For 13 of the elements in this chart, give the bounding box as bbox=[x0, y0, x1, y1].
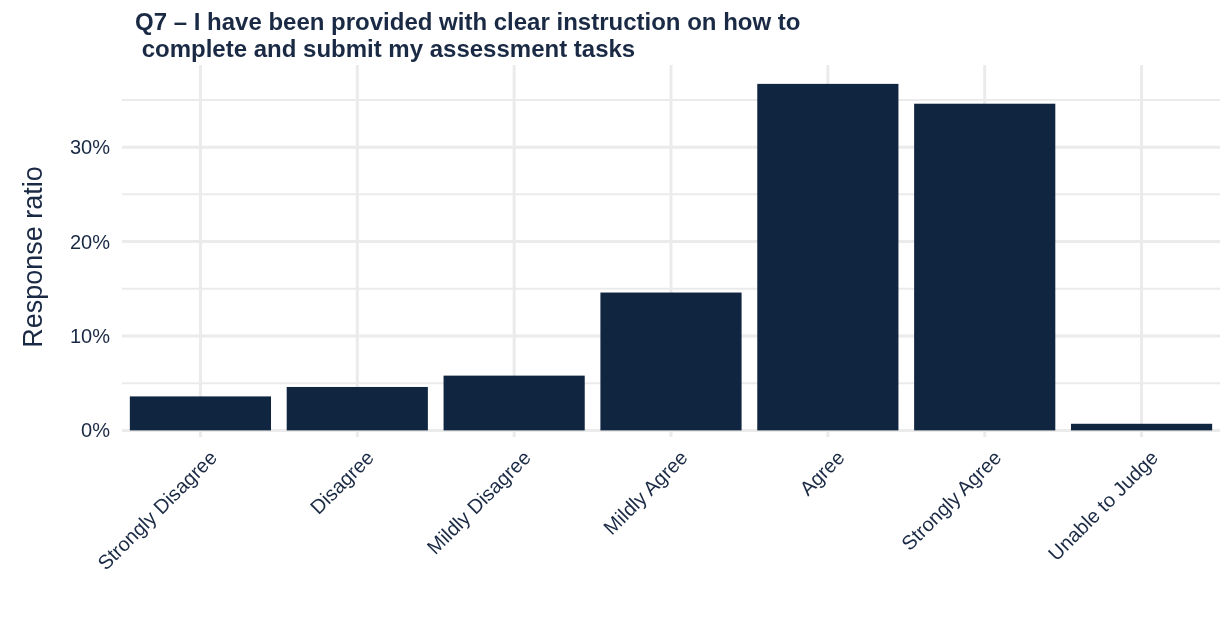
y-tick-label: 30% bbox=[69, 136, 111, 159]
y-axis-title: Response ratio bbox=[18, 166, 48, 348]
y-tick-label: 20% bbox=[69, 230, 111, 253]
bar bbox=[757, 83, 899, 431]
bar bbox=[914, 103, 1056, 431]
bar bbox=[443, 375, 585, 431]
bar bbox=[129, 396, 272, 431]
bar bbox=[1070, 423, 1213, 431]
bar bbox=[286, 386, 428, 431]
bar bbox=[600, 292, 742, 431]
chart-title: Q7 – I have been provided with clear instruction on how to complete and submit my assessment tasks bbox=[135, 8, 801, 62]
y-tick-label: 10% bbox=[69, 324, 111, 347]
y-tick-label: 0% bbox=[81, 419, 111, 442]
